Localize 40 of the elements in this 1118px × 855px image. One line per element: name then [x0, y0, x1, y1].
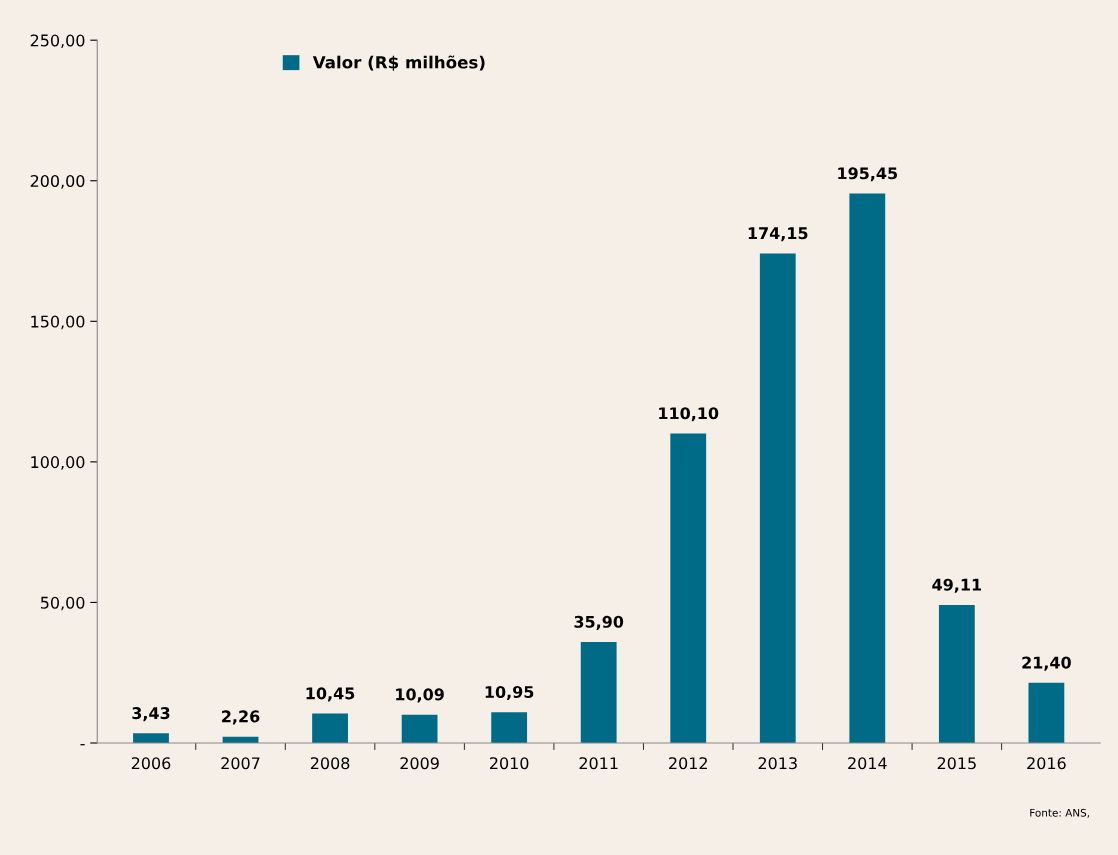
data-label: 10,45 [306, 687, 355, 702]
y-tick-label: 50,00 [40, 596, 85, 611]
bar [312, 713, 348, 743]
x-tick-label: 2009 [400, 757, 439, 770]
data-label: 3,43 [132, 707, 170, 722]
source-note: Fonte: ANS, [1030, 808, 1090, 818]
bar [1028, 682, 1065, 743]
bar [580, 642, 617, 743]
y-tick-label: - [80, 744, 85, 746]
x-tick-label: 2014 [848, 757, 887, 770]
legend-label: Valor (R$ milhões) [312, 55, 485, 71]
data-label: 35,90 [574, 615, 624, 630]
x-tick-label: 2008 [310, 757, 350, 770]
x-tick-label: 2016 [1027, 757, 1066, 770]
x-tick-label: 2015 [937, 757, 976, 770]
bar [849, 193, 886, 743]
x-tick-label: 2013 [758, 757, 797, 770]
data-label: 49,11 [932, 578, 982, 593]
y-tick-label: 150,00 [31, 315, 85, 330]
x-tick-label: 2007 [221, 757, 260, 770]
bar [491, 712, 528, 743]
x-tick-label: 2006 [131, 757, 171, 770]
data-label: 21,40 [1022, 656, 1071, 671]
y-tick-label: 250,00 [30, 34, 85, 49]
x-tick-label: 2012 [669, 757, 707, 770]
data-label: 10,09 [396, 688, 444, 703]
bar [670, 433, 707, 743]
bar [759, 253, 796, 743]
data-label: 174,15 [748, 227, 808, 242]
bar [133, 733, 169, 743]
x-tick-label: 2010 [490, 757, 529, 770]
data-label: 10,95 [485, 685, 534, 701]
y-tick-label: 100,00 [31, 456, 85, 470]
x-tick-label: 2011 [579, 757, 618, 770]
y-tick-label: 200,00 [30, 174, 85, 189]
data-label: 2,26 [222, 710, 260, 725]
bar [401, 714, 438, 743]
bar [938, 604, 975, 743]
data-label: 110,10 [659, 407, 719, 422]
data-label: 195,45 [838, 167, 898, 182]
